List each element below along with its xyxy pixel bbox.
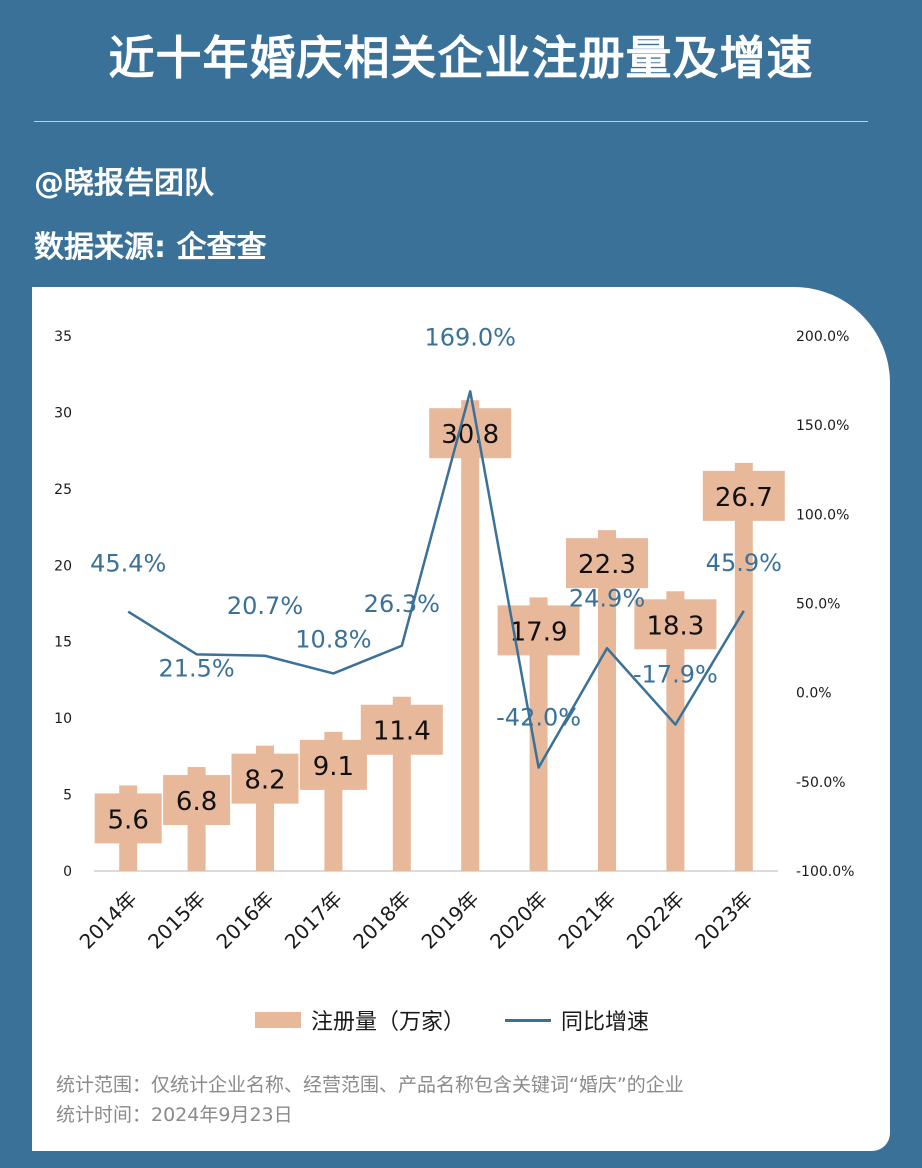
- bar-data-label: 22.3: [578, 550, 636, 580]
- bar-label-box: [429, 408, 512, 459]
- footnote-time: 统计时间：2024年9月23日: [56, 1104, 293, 1126]
- bar-data-label: 6.8: [176, 787, 217, 817]
- x-tick-label: 2022年: [622, 887, 689, 954]
- bar-label-box: [94, 793, 162, 844]
- data-source-label: 数据来源: 企查查: [34, 230, 267, 265]
- line-data-label: 26.3%: [364, 590, 440, 618]
- page-title: 近十年婚庆相关企业注册量及增速: [108, 31, 814, 85]
- y-left-tick-label: 10: [54, 711, 72, 727]
- x-tick-label: 2016年: [211, 887, 278, 954]
- footnote-scope: 统计范围：仅统计企业名称、经营范围、产品名称包含关键词“婚庆”的企业: [56, 1074, 684, 1096]
- y-right-tick-label: 0.0%: [796, 686, 832, 702]
- y-right-tick-label: -100.0%: [796, 864, 854, 880]
- legend-line-swatch: [505, 1018, 552, 1022]
- line-data-label: 24.9%: [569, 584, 645, 612]
- bar-label-box: [163, 775, 231, 826]
- legend-bar-swatch: [255, 1012, 301, 1028]
- bar-data-label: 9.1: [313, 752, 354, 782]
- line-data-label: 45.4%: [90, 550, 166, 578]
- bar-2020年: [529, 597, 548, 871]
- bar-2023年: [734, 462, 753, 871]
- y-right-tick-label: 200.0%: [796, 329, 849, 345]
- combo-chart: 0 5 10 15 20 25 30 35 -100.0% -50.0% 0.0% 50.0% 100.…: [54, 323, 854, 954]
- bar-data-label: 26.7: [715, 483, 773, 513]
- bar-data-label: 17.9: [510, 617, 568, 647]
- y-left-tick-label: 35: [54, 329, 72, 345]
- y-left-tick-label: 5: [63, 788, 72, 804]
- bar-data-label: 18.3: [646, 611, 704, 641]
- y-right-tick-label: 50.0%: [796, 597, 840, 613]
- bar-data-label: 5.6: [108, 805, 149, 835]
- x-tick-label: 2018年: [348, 887, 415, 954]
- line-data-label: 45.9%: [706, 549, 782, 577]
- x-tick-label: 2017年: [280, 887, 347, 954]
- x-tick-label: 2023年: [690, 887, 757, 954]
- line-data-label: 169.0%: [424, 323, 516, 351]
- bar-label-box: [360, 704, 443, 755]
- legend-bar-label: 注册量（万家）: [311, 1010, 466, 1035]
- x-tick-label: 2014年: [75, 887, 142, 954]
- x-tick-label: 2020年: [485, 887, 552, 954]
- legend-line-label: 同比增速: [561, 1010, 650, 1035]
- bar-data-label: 8.2: [244, 766, 285, 796]
- chart-legend: 注册量（万家） 同比增速: [255, 1003, 649, 1037]
- title-divider: [34, 121, 868, 122]
- bar-2019年: [461, 400, 480, 871]
- line-data-label: 20.7%: [227, 592, 303, 620]
- bar-2021年: [598, 530, 616, 871]
- bar-label-box: [566, 538, 648, 589]
- y-left-tick-label: 15: [54, 635, 72, 651]
- bar-data-label: 11.4: [373, 717, 431, 747]
- y-left-tick-label: 25: [54, 482, 72, 498]
- bar-data-label: 30.8: [441, 420, 499, 450]
- y-left-tick-label: 20: [54, 558, 72, 574]
- bar-label-box: [702, 470, 785, 521]
- author-label: @晓报告团队: [34, 166, 214, 201]
- y-right-tick-label: -50.0%: [796, 775, 846, 791]
- bar-2022年: [666, 591, 685, 871]
- x-tick-label: 2021年: [553, 887, 620, 954]
- x-tick-label: 2019年: [417, 887, 484, 954]
- bar-label-box: [634, 599, 717, 650]
- line-data-label: -17.9%: [633, 661, 718, 689]
- y-left-tick-label: 30: [54, 405, 72, 421]
- y-left-tick-label: 0: [63, 864, 72, 880]
- y-right-tick-label: 100.0%: [796, 507, 849, 523]
- line-data-label: -42.0%: [496, 704, 581, 732]
- line-data-label: 21.5%: [158, 654, 234, 682]
- x-tick-label: 2015年: [143, 887, 210, 954]
- y-right-tick-label: 150.0%: [796, 418, 849, 434]
- growth-rate-line: [127, 390, 745, 769]
- bar-label-box: [299, 739, 367, 790]
- line-data-label: 10.8%: [295, 625, 371, 653]
- bar-label-box: [231, 753, 299, 804]
